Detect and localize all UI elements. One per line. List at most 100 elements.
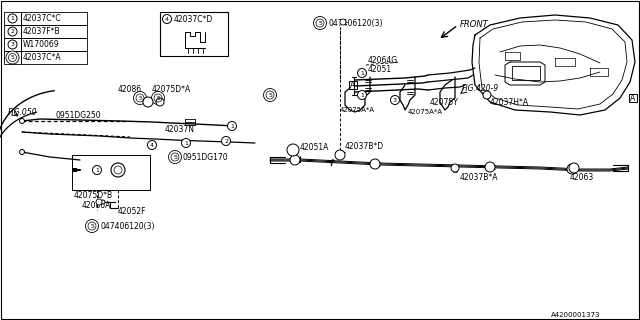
Circle shape	[8, 40, 17, 49]
Text: A: A	[630, 93, 636, 102]
Text: 5: 5	[138, 95, 142, 100]
Bar	[73, 168, 77, 172]
Circle shape	[111, 163, 125, 177]
Circle shape	[147, 140, 157, 149]
Bar	[160, 12, 228, 56]
Circle shape	[314, 17, 326, 29]
Text: 0951DG170: 0951DG170	[182, 153, 228, 162]
Text: 1: 1	[230, 124, 234, 129]
Circle shape	[182, 139, 191, 148]
Bar	[629, 94, 637, 102]
Text: 42052F: 42052F	[118, 207, 147, 217]
Text: 42037N: 42037N	[165, 124, 195, 133]
Circle shape	[96, 199, 102, 205]
Text: 42075Y: 42075Y	[430, 98, 459, 107]
Bar	[21, 38, 87, 51]
Bar	[4, 38, 21, 51]
Text: 42075D*B: 42075D*B	[74, 190, 113, 199]
Text: 42037F*B: 42037F*B	[23, 27, 61, 36]
Text: 3: 3	[393, 98, 397, 102]
Text: 1: 1	[184, 140, 188, 146]
Circle shape	[485, 162, 495, 172]
Text: FRONT: FRONT	[460, 20, 489, 28]
Text: 2: 2	[224, 139, 228, 143]
Circle shape	[569, 163, 579, 173]
Circle shape	[483, 91, 491, 99]
Circle shape	[290, 155, 300, 165]
Circle shape	[451, 164, 459, 172]
Text: 42037C*C: 42037C*C	[23, 14, 61, 23]
Text: FIG.050: FIG.050	[8, 108, 38, 116]
Text: 5: 5	[268, 92, 272, 98]
Text: 42051: 42051	[368, 65, 392, 74]
Text: 5: 5	[173, 155, 177, 159]
Text: 42086A: 42086A	[82, 201, 111, 210]
Circle shape	[93, 165, 102, 174]
Circle shape	[19, 149, 24, 155]
Text: 42037B*D: 42037B*D	[345, 141, 384, 150]
Text: 42075A*A: 42075A*A	[408, 109, 443, 115]
Text: 4: 4	[165, 17, 169, 21]
Circle shape	[567, 164, 577, 174]
Circle shape	[156, 98, 164, 106]
Text: 42037H*A: 42037H*A	[490, 98, 529, 107]
Text: 047406120(3): 047406120(3)	[100, 221, 154, 230]
Text: 4: 4	[150, 142, 154, 148]
Text: 42051A: 42051A	[300, 142, 330, 151]
Text: FIG.420-9: FIG.420-9	[462, 84, 499, 92]
Text: 5: 5	[318, 20, 322, 26]
Circle shape	[86, 220, 99, 233]
Circle shape	[152, 92, 164, 105]
Circle shape	[6, 51, 19, 64]
Text: 42037C*D: 42037C*D	[174, 14, 213, 23]
Text: 1: 1	[95, 167, 99, 172]
Circle shape	[19, 118, 24, 124]
Bar	[21, 51, 87, 64]
Bar	[21, 25, 87, 38]
Circle shape	[287, 144, 299, 156]
Text: 3: 3	[10, 42, 15, 47]
Text: 5: 5	[156, 95, 160, 100]
Circle shape	[264, 89, 276, 101]
Text: A4200001373: A4200001373	[550, 312, 600, 318]
Text: 1: 1	[11, 16, 15, 21]
Circle shape	[101, 200, 105, 204]
Circle shape	[370, 159, 380, 169]
Circle shape	[168, 150, 182, 164]
Circle shape	[163, 14, 172, 23]
Bar	[4, 25, 21, 38]
Text: 5: 5	[90, 223, 94, 228]
Text: 42075A*A: 42075A*A	[340, 107, 375, 113]
Circle shape	[8, 27, 17, 36]
Circle shape	[221, 137, 230, 146]
Circle shape	[335, 150, 345, 160]
Circle shape	[134, 92, 147, 105]
Text: 0951DG250: 0951DG250	[55, 110, 100, 119]
Bar	[72, 155, 150, 190]
Bar	[4, 51, 21, 64]
Circle shape	[340, 19, 346, 25]
Bar	[4, 12, 21, 25]
Text: 42075D*A: 42075D*A	[152, 84, 191, 93]
Circle shape	[143, 97, 153, 107]
Circle shape	[358, 91, 367, 100]
Bar	[349, 81, 357, 89]
Bar	[512, 66, 540, 80]
Circle shape	[390, 95, 399, 105]
Text: 1: 1	[360, 92, 364, 98]
Text: A: A	[350, 81, 356, 90]
Text: 42064G: 42064G	[368, 55, 398, 65]
Circle shape	[8, 14, 17, 23]
Circle shape	[358, 68, 367, 77]
Text: 42037B*A: 42037B*A	[460, 172, 499, 181]
Circle shape	[227, 122, 237, 131]
Text: 5: 5	[11, 55, 15, 60]
Text: 047406120(3): 047406120(3)	[328, 19, 383, 28]
Bar	[21, 12, 87, 25]
Text: 42063: 42063	[570, 172, 595, 181]
Text: 2: 2	[10, 29, 15, 34]
Text: 42037C*A: 42037C*A	[23, 53, 61, 62]
Text: W170069: W170069	[23, 40, 60, 49]
Text: 1: 1	[360, 70, 364, 76]
Text: 42086: 42086	[118, 84, 142, 93]
